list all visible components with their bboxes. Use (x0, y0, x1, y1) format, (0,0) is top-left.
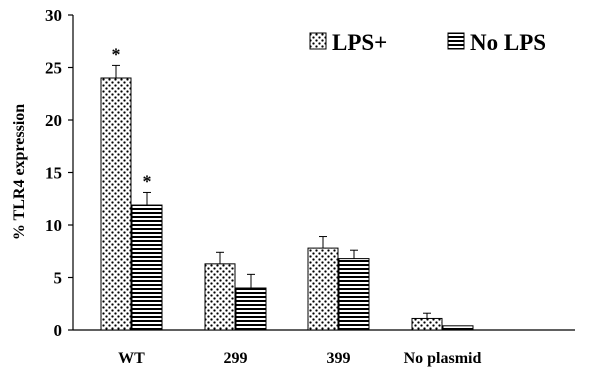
y-tick-label: 5 (54, 269, 63, 288)
legend: LPS+ No LPS (309, 30, 546, 55)
significance-marker: * (143, 171, 152, 191)
category-labels: WT 299 399 No plasmid (118, 350, 481, 367)
y-tick-label: 30 (45, 6, 62, 25)
category-label: No plasmid (404, 350, 482, 367)
y-tick-label: 25 (45, 59, 62, 78)
y-tick-label: 0 (54, 321, 63, 340)
y-axis-ticks: 0 5 10 15 20 25 30 (45, 6, 73, 340)
bar-no-lps (131, 204, 163, 331)
category-label: 299 (224, 350, 248, 367)
legend-label-no-lps: No LPS (470, 30, 546, 55)
bars: ** (100, 44, 474, 331)
bar-no-lps (338, 258, 370, 331)
bar-lps (411, 317, 443, 331)
bar-lps (100, 77, 132, 331)
y-tick-label: 10 (45, 216, 62, 235)
significance-marker: * (112, 44, 121, 64)
bar-no-lps (235, 287, 267, 331)
bar-no-lps (442, 325, 474, 331)
bar-lps (307, 247, 339, 331)
category-label: WT (118, 350, 145, 367)
legend-swatch-lps (309, 32, 327, 50)
bar-lps (204, 263, 236, 331)
y-tick-label: 15 (45, 164, 62, 183)
legend-swatch-no-lps (447, 32, 465, 50)
y-tick-label: 20 (45, 111, 62, 130)
y-axis-title: % TLR4 expression (11, 104, 28, 240)
category-label: 399 (327, 350, 351, 367)
legend-label-lps: LPS+ (332, 30, 387, 55)
